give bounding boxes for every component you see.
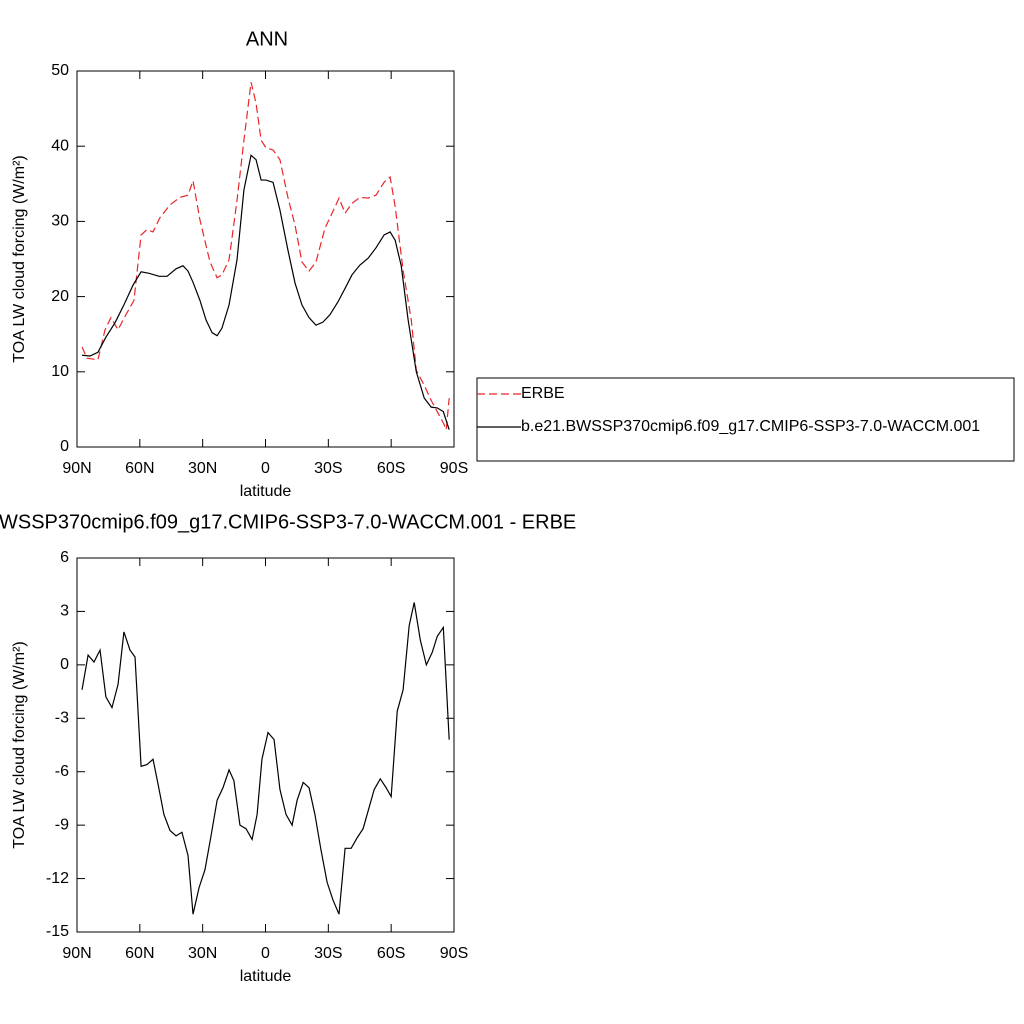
data-line <box>81 154 450 430</box>
y-tick-label: -9 <box>55 816 69 833</box>
x-axis-label: latitude <box>240 483 292 500</box>
y-tick-label: 0 <box>60 438 69 455</box>
x-axis-label: latitude <box>240 968 292 985</box>
y-tick-label: 40 <box>51 137 69 154</box>
x-tick-label: 90N <box>62 460 91 477</box>
x-tick-label: 60N <box>125 945 154 962</box>
x-tick-label: 90S <box>440 460 468 477</box>
legend-label: ERBE <box>521 385 565 402</box>
x-tick-label: 90S <box>440 945 468 962</box>
legend: ERBE b.e21.BWSSP370cmip6.f09_g17.CMIP6-SS… <box>476 377 1015 462</box>
y-tick-label: -12 <box>46 870 69 887</box>
x-tick-label: 60S <box>377 460 405 477</box>
chart-title: WSSP370cmip6.f09_g17.CMIP6-SSP3-7.0-WACC… <box>0 511 576 533</box>
plot-frame <box>76 70 455 448</box>
y-tick-label: -3 <box>55 710 69 727</box>
y-tick-label: 10 <box>51 363 69 380</box>
x-tick-label: 0 <box>261 945 270 962</box>
x-tick-label: 0 <box>261 460 270 477</box>
data-line <box>81 82 450 430</box>
y-axis-label: TOA LW cloud forcing (W/m²) <box>11 641 28 848</box>
x-tick-label: 30N <box>188 945 217 962</box>
x-tick-label: 30S <box>314 460 342 477</box>
y-tick-label: 3 <box>60 603 69 620</box>
y-tick-label: 50 <box>51 62 69 79</box>
y-tick-label: -6 <box>55 763 69 780</box>
legend-box <box>476 377 1015 462</box>
x-tick-label: 60N <box>125 460 154 477</box>
y-axis-label: TOA LW cloud forcing (W/m²) <box>11 155 28 362</box>
y-tick-label: 30 <box>51 213 69 230</box>
x-tick-label: 30N <box>188 460 217 477</box>
y-tick-label: -15 <box>46 923 69 940</box>
legend-label: b.e21.BWSSP370cmip6.f09_g17.CMIP6-SSP3-7… <box>521 418 980 435</box>
chart-title: ANN <box>246 28 288 50</box>
y-tick-label: 6 <box>60 549 69 566</box>
y-tick-label: 20 <box>51 288 69 305</box>
y-tick-label: 0 <box>60 656 69 673</box>
x-tick-label: 30S <box>314 945 342 962</box>
x-tick-label: 60S <box>377 945 405 962</box>
data-line <box>81 602 450 915</box>
x-tick-label: 90N <box>62 945 91 962</box>
